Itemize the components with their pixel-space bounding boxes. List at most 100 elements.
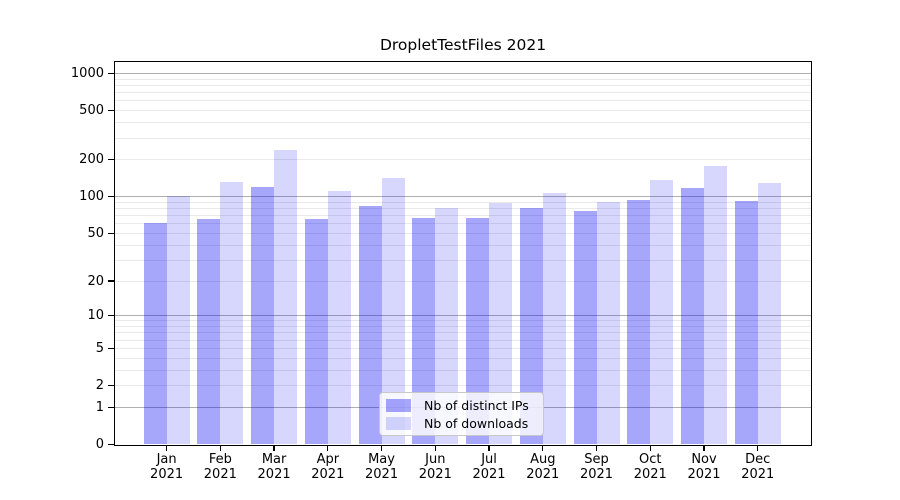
bar-downloads-oct <box>650 179 674 445</box>
bar-distinct-ips-feb <box>197 218 221 445</box>
x-tick-mark <box>273 445 275 452</box>
bar-distinct-ips-nov <box>681 187 704 445</box>
y-tick-mark <box>107 347 114 349</box>
legend-swatch-downloads <box>386 417 411 430</box>
gridline-minor <box>115 137 811 139</box>
gridline-minor <box>115 78 811 80</box>
chart-title: DropletTestFiles 2021 <box>379 36 547 54</box>
x-tick-label-nov: Nov 2021 <box>687 451 721 483</box>
gridline-minor <box>115 223 811 225</box>
gridline-major <box>115 196 811 198</box>
gridline-minor <box>115 259 811 261</box>
gridline-minor <box>115 92 811 94</box>
bar-downloads-sep <box>596 202 620 445</box>
bar-distinct-ips-dec <box>734 201 758 445</box>
gridline-minor <box>115 385 811 386</box>
bar-downloads-nov <box>704 165 727 445</box>
gridline-minor <box>115 339 811 341</box>
bar-distinct-ips-may <box>358 205 382 445</box>
bar-distinct-ips-sep <box>573 211 597 445</box>
x-tick-label-jun: Jun 2021 <box>418 451 452 483</box>
bar-downloads-aug <box>542 193 566 445</box>
x-tick-mark <box>165 445 168 452</box>
x-tick-mark <box>488 445 490 452</box>
x-tick-mark <box>380 445 383 452</box>
gridline-minor <box>115 208 811 210</box>
x-tick-mark <box>542 445 544 452</box>
x-tick-label-apr: Apr 2021 <box>311 451 345 483</box>
y-tick-mark <box>107 72 114 75</box>
y-tick-label: 20 <box>87 273 104 289</box>
legend-label-downloads: Nb of downloads <box>424 416 529 431</box>
bar-distinct-ips-aug <box>519 207 543 445</box>
y-tick-mark <box>107 443 114 446</box>
x-tick-label-jan: Jan 2021 <box>150 451 184 483</box>
spine-bottom <box>114 444 812 446</box>
y-tick-label: 1 <box>95 399 104 415</box>
y-tick-label: 0 <box>95 437 104 452</box>
x-tick-mark <box>434 445 436 452</box>
bar-downloads-jun <box>435 207 459 445</box>
gridline-minor <box>115 201 811 203</box>
legend-entry-distinct-ips: Nb of distinct IPs <box>386 398 535 413</box>
x-tick-mark <box>649 445 651 452</box>
y-tick-label: 5 <box>95 340 104 356</box>
gridline-minor <box>115 357 811 359</box>
bar-downloads-jan <box>166 196 190 445</box>
gridline-minor <box>115 110 811 112</box>
y-tick-label: 1000 <box>70 65 104 81</box>
bar-distinct-ips-apr <box>304 218 328 445</box>
y-tick-mark <box>107 232 114 234</box>
x-tick-mark <box>327 445 329 452</box>
gridline-minor <box>115 347 811 349</box>
gridline-minor <box>115 159 811 161</box>
y-tick-mark <box>107 196 114 198</box>
spine-left <box>113 60 115 446</box>
gridline-minor <box>115 320 811 322</box>
x-tick-mark <box>219 445 221 452</box>
bar-distinct-ips-mar <box>251 186 275 445</box>
y-tick-label: 200 <box>79 152 104 168</box>
x-tick-label-feb: Feb 2021 <box>203 451 237 483</box>
x-tick-label-dec: Dec 2021 <box>741 451 775 483</box>
gridline-minor <box>115 332 811 334</box>
bar-downloads-feb <box>220 182 244 445</box>
gridline-minor <box>115 100 811 102</box>
x-tick-label-may: May 2021 <box>365 451 399 483</box>
gridline-minor <box>115 215 811 217</box>
gridline-minor <box>115 280 811 282</box>
x-tick-label-oct: Oct 2021 <box>633 451 667 483</box>
y-tick-mark <box>107 159 114 161</box>
x-tick-label-mar: Mar 2021 <box>257 451 291 483</box>
y-tick-label: 2 <box>95 378 104 393</box>
legend: Nb of distinct IPs Nb of downloads <box>379 392 544 436</box>
bar-distinct-ips-jun <box>412 217 436 445</box>
legend-entry-downloads: Nb of downloads <box>386 416 535 431</box>
bar-distinct-ips-oct <box>627 199 651 445</box>
y-tick-label: 10 <box>87 308 104 324</box>
gridline-major <box>115 315 811 317</box>
x-tick-mark <box>757 445 759 452</box>
gridline-minor <box>115 244 811 246</box>
legend-label-distinct-ips: Nb of distinct IPs <box>424 398 529 413</box>
spine-top <box>114 60 812 62</box>
bar-downloads-mar <box>274 149 298 445</box>
bar-downloads-jul <box>489 202 513 445</box>
x-tick-mark <box>703 445 705 452</box>
x-tick-mark <box>595 445 598 452</box>
y-tick-mark <box>107 280 114 282</box>
gridline-minor <box>115 369 811 371</box>
spine-right <box>811 60 813 446</box>
y-tick-label: 500 <box>79 103 104 119</box>
bar-distinct-ips-jan <box>143 222 167 445</box>
gridline-minor <box>115 326 811 327</box>
bar-downloads-may <box>381 177 405 445</box>
y-tick-label: 50 <box>87 225 104 241</box>
bar-downloads-dec <box>757 182 781 445</box>
bar-downloads-apr <box>327 191 351 445</box>
y-tick-mark <box>107 110 114 112</box>
gridline-major <box>115 72 811 75</box>
y-tick-mark <box>107 406 114 408</box>
legend-swatch-distinct-ips <box>386 399 411 412</box>
